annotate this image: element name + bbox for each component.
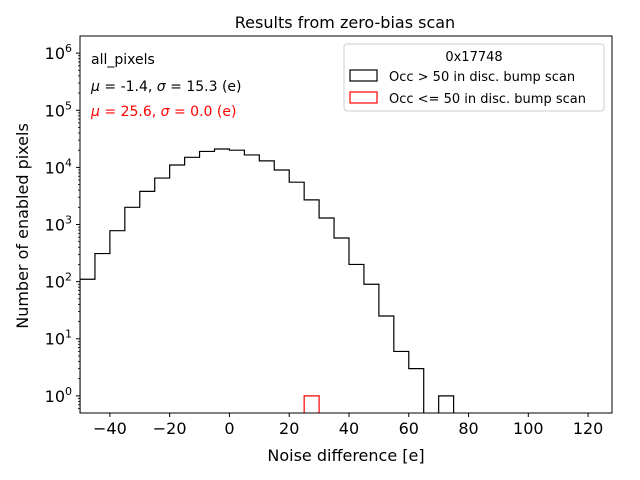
x-tick-label: 20 bbox=[279, 419, 299, 438]
y-tick-label: 106 bbox=[45, 42, 72, 63]
y-tick-label: 104 bbox=[45, 156, 72, 177]
plot-area bbox=[80, 148, 455, 413]
histogram-series-0 bbox=[80, 148, 455, 413]
x-tick-label: −40 bbox=[93, 419, 127, 438]
legend-label-black: Occ > 50 in disc. bump scan bbox=[389, 70, 575, 85]
x-tick-label: 0 bbox=[224, 419, 234, 438]
sigma-symbol: σ bbox=[157, 79, 167, 95]
x-tick-label: 100 bbox=[513, 419, 544, 438]
unit: (e) bbox=[222, 79, 242, 95]
x-tick-label: 80 bbox=[458, 419, 478, 438]
chart-title: Results from zero-bias scan bbox=[235, 13, 455, 32]
legend-swatch-black bbox=[349, 69, 378, 82]
sigma-value: 0.0 bbox=[190, 104, 212, 120]
legend: 0x17748 Occ > 50 in disc. bump scan Occ … bbox=[343, 43, 605, 112]
unit: (e) bbox=[217, 104, 237, 120]
y-axis: 100 101 102 103 104 105 106 bbox=[45, 42, 80, 409]
legend-box bbox=[343, 43, 605, 112]
legend-title: 0x17748 bbox=[445, 50, 502, 65]
stats-black: μ = -1.4, σ = 15.3 (e) bbox=[90, 79, 241, 95]
stats-red: μ = 25.6, σ = 0.0 (e) bbox=[90, 104, 236, 120]
mu-value: -1.4 bbox=[121, 79, 148, 95]
mu-value: 25.6 bbox=[121, 104, 152, 120]
x-tick-label: 120 bbox=[573, 419, 604, 438]
mu-symbol: μ bbox=[90, 104, 100, 120]
sigma-symbol: σ bbox=[161, 104, 171, 120]
legend-swatch-red bbox=[349, 91, 378, 104]
x-axis-label: Noise difference [e] bbox=[267, 446, 424, 465]
x-tick-label: 40 bbox=[339, 419, 359, 438]
dataset-label: all_pixels bbox=[91, 52, 155, 68]
y-tick-label: 105 bbox=[45, 99, 72, 120]
legend-label-red: Occ <= 50 in disc. bump scan bbox=[389, 92, 586, 107]
y-tick-label: 100 bbox=[45, 385, 72, 406]
x-tick-label: 60 bbox=[399, 419, 419, 438]
x-tick-label: −20 bbox=[153, 419, 187, 438]
y-tick-label: 101 bbox=[45, 328, 72, 349]
y-axis-label: Number of enabled pixels bbox=[13, 123, 32, 329]
sigma-value: 15.3 bbox=[186, 79, 217, 95]
y-tick-label: 102 bbox=[45, 271, 72, 292]
histogram-series-1 bbox=[303, 395, 320, 413]
mu-symbol: μ bbox=[90, 79, 100, 95]
x-axis: −40 −20 0 20 40 60 80 100 120 bbox=[93, 413, 603, 438]
y-tick-label: 103 bbox=[45, 214, 72, 235]
